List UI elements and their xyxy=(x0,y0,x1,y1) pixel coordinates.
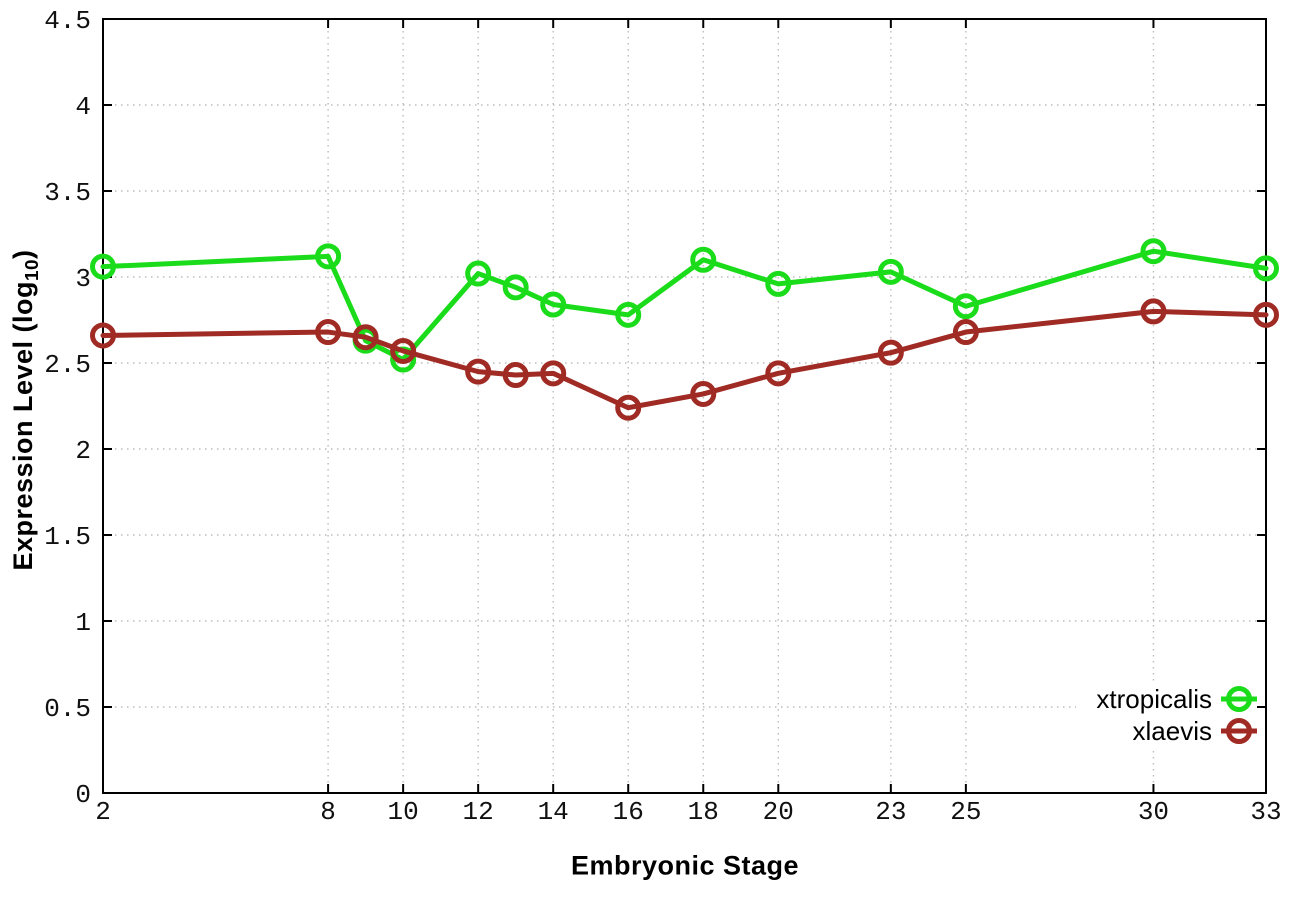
data-point-xlaevis xyxy=(540,360,567,387)
y-tick-label: 3 xyxy=(75,264,91,294)
data-point-xlaevis xyxy=(502,362,529,389)
legend-label-xlaevis: xlaevis xyxy=(1133,716,1212,746)
data-point-xlaevis xyxy=(390,337,417,364)
x-tick-label: 16 xyxy=(613,797,644,827)
data-point-xlaevis xyxy=(90,322,116,349)
x-tick-label: 8 xyxy=(320,797,336,827)
data-point-xtropicalis xyxy=(877,258,904,285)
x-tick-label: 18 xyxy=(688,797,719,827)
x-tick-label: 23 xyxy=(875,797,906,827)
x-tick-label: 14 xyxy=(538,797,569,827)
y-tick-label: 4.5 xyxy=(44,6,91,36)
y-axis-title-subscript: 10 xyxy=(22,258,44,281)
x-tick-label: 20 xyxy=(763,797,794,827)
data-point-xtropicalis xyxy=(1253,255,1279,282)
y-axis-title-text: Expression Level (log xyxy=(7,280,38,571)
x-axis-title: Embryonic Stage xyxy=(570,850,800,881)
y-tick-label: 4 xyxy=(75,92,91,122)
x-tick-label: 33 xyxy=(1250,797,1281,827)
series-line-xlaevis xyxy=(100,308,1269,411)
plot-border xyxy=(102,18,1267,794)
data-point-xlaevis xyxy=(352,324,379,351)
data-point-xlaevis xyxy=(877,339,904,366)
data-point-xtropicalis xyxy=(90,253,116,280)
data-point-xlaevis xyxy=(765,360,792,387)
y-axis-title-suffix: ) xyxy=(7,249,38,259)
x-tick-label: 25 xyxy=(950,797,981,827)
y-tick-label: 1.5 xyxy=(44,522,91,552)
y-tick-label: 0.5 xyxy=(44,694,91,724)
data-point-xlaevis xyxy=(690,380,717,407)
data-point-xlaevis xyxy=(465,358,492,385)
legend-marker-xlaevis xyxy=(1226,718,1252,744)
y-tick-label: 3.5 xyxy=(44,178,91,208)
data-point-xtropicalis xyxy=(765,270,792,297)
data-point-xlaevis xyxy=(952,319,979,346)
data-point-xtropicalis xyxy=(1140,238,1167,265)
data-point-xlaevis xyxy=(615,394,642,421)
data-point-xtropicalis xyxy=(952,293,979,320)
data-point-xtropicalis xyxy=(615,301,642,328)
data-point-xlaevis xyxy=(315,319,342,346)
data-point-xlaevis xyxy=(1253,301,1279,328)
data-point-xlaevis xyxy=(1140,298,1167,325)
data-point-xtropicalis xyxy=(502,274,529,301)
data-point-xtropicalis xyxy=(690,246,717,273)
x-tick-label: 12 xyxy=(463,797,494,827)
y-tick-label: 1 xyxy=(75,608,91,638)
y-tick-label: 0 xyxy=(75,780,91,810)
y-tick-label: 2.5 xyxy=(44,350,91,380)
y-tick-label: 2 xyxy=(75,436,91,466)
series-line-xtropicalis xyxy=(100,248,1269,363)
legend-marker-xtropicalis xyxy=(1226,686,1252,712)
data-point-xtropicalis xyxy=(315,243,342,270)
y-axis-title: Expression Level (log10) xyxy=(8,249,44,570)
x-tick-label: 2 xyxy=(95,797,111,827)
legend-label-xtropicalis: xtropicalis xyxy=(1096,684,1212,714)
x-tick-label: 30 xyxy=(1138,797,1169,827)
data-point-xtropicalis xyxy=(540,291,567,318)
data-point-xtropicalis xyxy=(465,260,492,287)
x-tick-label: 10 xyxy=(388,797,419,827)
